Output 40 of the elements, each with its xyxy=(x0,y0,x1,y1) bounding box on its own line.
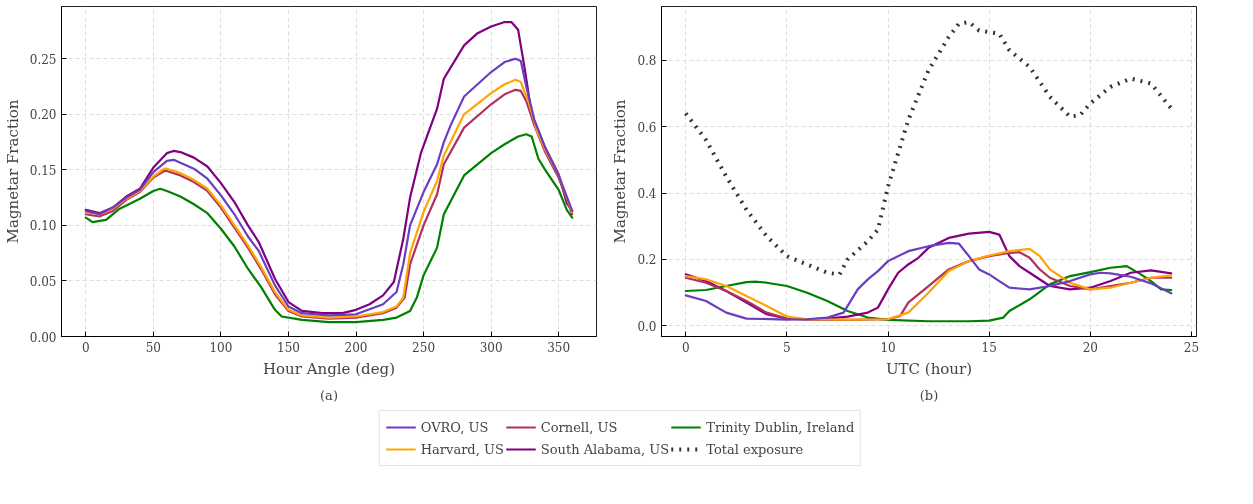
line-series xyxy=(683,20,1174,277)
y-tick-label: 0.15 xyxy=(29,163,57,178)
y-tick-label: 0.00 xyxy=(29,330,57,345)
x-tick-label: 250 xyxy=(412,340,436,355)
x-tick-label: 350 xyxy=(547,340,571,355)
legend-label: Total exposure xyxy=(706,441,804,457)
legend-label: OVRO, US xyxy=(420,419,489,435)
y-tick-label: 0.4 xyxy=(637,187,657,202)
x-axis-title: Hour Angle (deg) xyxy=(262,359,396,378)
y-tick-label: 0.2 xyxy=(637,253,657,268)
legend-label: South Alabama, US xyxy=(540,441,670,457)
x-tick-label: 25 xyxy=(1183,340,1200,355)
x-tick-label: 50 xyxy=(145,340,162,355)
line-series xyxy=(684,265,1173,323)
x-tick-label: 20 xyxy=(1082,340,1098,355)
y-axis-title: Magnetar Fraction xyxy=(3,99,22,244)
x-tick-label: 150 xyxy=(277,340,300,355)
legend-label: Cornell, US xyxy=(540,419,618,435)
x-tick-label: 10 xyxy=(880,340,896,355)
y-tick-label: 0.0 xyxy=(637,319,657,334)
x-tick-label: 100 xyxy=(209,340,233,355)
x-axis-title: UTC (hour) xyxy=(885,359,973,378)
y-axis-title: Magnetar Fraction xyxy=(611,99,630,244)
y-tick-label: 0.6 xyxy=(637,120,657,135)
x-tick-label: 0 xyxy=(82,340,90,355)
legend-label: Trinity Dublin, Ireland xyxy=(706,419,855,435)
x-tick-label: 0 xyxy=(681,340,690,355)
y-tick-label: 0.05 xyxy=(29,274,57,289)
y-tick-label: 0.20 xyxy=(29,108,57,123)
y-tick-label: 0.25 xyxy=(29,52,57,67)
x-tick-label: 200 xyxy=(344,340,368,355)
text: (a) xyxy=(320,387,338,403)
x-tick-label: 15 xyxy=(981,340,997,355)
x-tick-label: 300 xyxy=(479,340,503,355)
line-series xyxy=(84,133,574,324)
legend-label: Harvard, US xyxy=(420,441,504,457)
text: (b) xyxy=(919,387,939,403)
y-tick-label: 0.8 xyxy=(637,54,657,69)
x-tick-label: 5 xyxy=(783,340,791,355)
y-tick-label: 0.10 xyxy=(29,219,57,234)
